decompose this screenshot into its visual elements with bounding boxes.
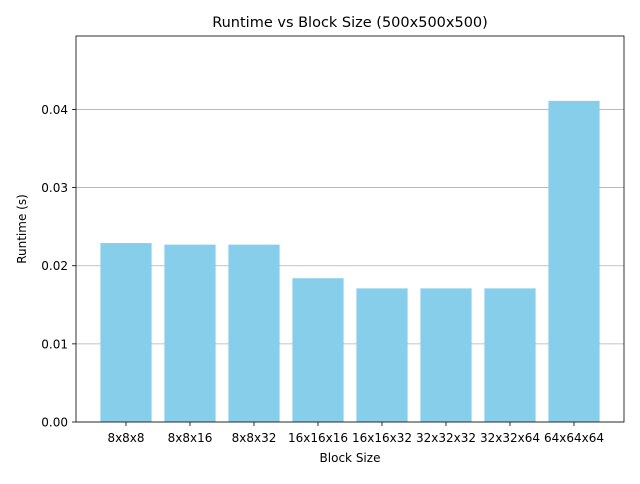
bar-8x8x8 [100,243,152,422]
plot-frame [75,35,625,423]
x-tick-label: 8x8x16 [168,431,213,445]
bar-8x8x32 [228,244,280,422]
x-tick-label: 8x8x32 [232,431,277,445]
x-tick-label: 32x32x32 [416,431,476,445]
y-tick-label: 0.03 [41,181,68,195]
bar-16x16x16 [292,278,344,422]
bar-16x16x32 [356,288,408,422]
y-tick-label: 0.01 [41,337,68,351]
y-tick-label: 0.02 [41,259,68,273]
bar-8x8x16 [164,244,216,422]
y-tick-label: 0.04 [41,103,68,117]
x-tick-label: 16x16x16 [288,431,348,445]
bar-32x32x32 [420,288,472,422]
bar-32x32x64 [484,288,536,422]
y-tick-label: 0.00 [41,416,68,430]
bars [100,100,600,422]
x-tick-label: 16x16x32 [352,431,412,445]
axes [72,35,625,426]
x-tick-label: 64x64x64 [544,431,604,445]
chart-title: Runtime vs Block Size (500x500x500) [212,15,488,31]
x-axis-label: Block Size [320,451,381,465]
y-axis-label: Runtime (s) [15,194,29,264]
x-tick-label: 32x32x64 [480,431,540,445]
bar-64x64x64 [548,100,600,422]
x-tick-label: 8x8x8 [107,431,144,445]
tick-labels: 0.00 0.01 0.02 0.03 0.04 8x8x8 8x8x16 8x8x32 16x… [41,103,604,445]
